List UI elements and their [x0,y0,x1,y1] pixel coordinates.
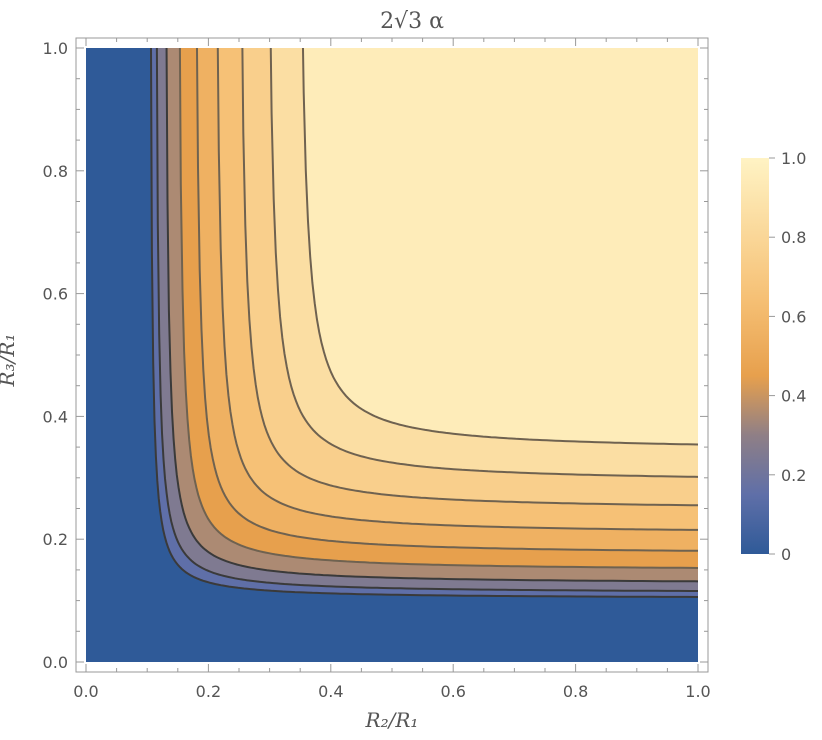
y-axis-label: R₃/R₁ [0,334,19,388]
plot-area [86,48,698,662]
color-legend: 0 0.2 0.4 0.6 0.8 1.0 [741,149,806,564]
tick-label: 0 [781,545,791,564]
tick-label: 0.8 [781,228,806,247]
contour-line [150,48,698,598]
tick-label: 1.0 [685,682,710,701]
tick-label: 1.0 [781,149,806,168]
x-axis-ticks: 0.0 0.2 0.4 0.6 0.8 1.0 [73,38,711,701]
tick-label: 0.2 [196,682,221,701]
legend-color-bar [741,158,769,554]
contour-bands [151,48,698,597]
x-axis-label: R₂/R₁ [365,708,419,732]
contour-line [155,48,698,592]
tick-label: 0.0 [73,682,98,701]
tick-label: 0.4 [318,682,343,701]
tick-label: 0.8 [563,682,588,701]
tick-label: 0.0 [43,653,68,672]
chart-title: 2√3 α [380,9,444,34]
contour-line [301,48,698,446]
tick-label: 0.8 [43,162,68,181]
y-axis-ticks: 0.0 0.2 0.4 0.6 0.8 1.0 [43,39,708,672]
tick-label: 0.2 [43,530,68,549]
legend-ticks: 0 0.2 0.4 0.6 0.8 1.0 [769,149,806,564]
tick-label: 0.6 [440,682,465,701]
contour-line [165,48,698,583]
tick-label: 0.6 [43,285,68,304]
tick-label: 1.0 [43,39,68,58]
contour-line [195,48,698,552]
contour-line [216,48,698,531]
contour-band [302,48,698,445]
contour-line [241,48,698,507]
contour-line [178,48,698,569]
contour-lines [150,48,698,598]
tick-label: 0.2 [781,466,806,485]
tick-label: 0.4 [43,407,68,426]
tick-label: 0.6 [781,307,806,326]
contour-line [269,48,698,478]
tick-label: 0.4 [781,387,806,406]
